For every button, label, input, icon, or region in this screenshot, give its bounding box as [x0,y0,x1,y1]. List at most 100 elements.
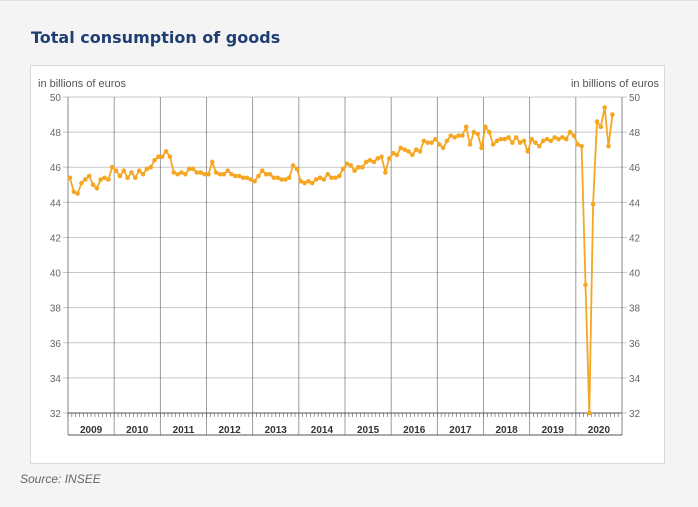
data-point [413,147,419,152]
data-point [244,175,250,181]
x-year-label: 2013 [265,425,288,436]
data-point [171,170,177,175]
y-tick-label-right: 46 [629,163,641,174]
data-point [602,105,607,110]
data-point [598,124,604,130]
data-point [206,171,211,177]
data-point [475,131,481,137]
data-point [263,171,269,177]
x-year-label: 2020 [588,425,611,436]
data-point [360,164,365,170]
data-point [240,175,246,181]
x-year-label: 2017 [449,425,472,436]
y-tick-label-left: 50 [50,93,62,104]
data-point [560,135,565,140]
data-point [563,136,569,142]
data-point [344,161,350,167]
x-year-label: 2016 [403,425,426,436]
data-point [579,143,584,149]
data-point [229,171,234,177]
data-point [290,163,296,168]
data-point [98,177,104,182]
data-point [490,142,496,147]
data-point [548,138,554,144]
data-point [298,178,304,184]
y-axis-label-right: in billions of euros [571,78,660,90]
data-point [536,143,542,149]
y-tick-label-left: 32 [50,409,62,420]
data-point [179,170,184,175]
data-point [313,177,319,182]
data-point [394,152,400,158]
data-point [440,145,446,151]
data-point [125,175,130,181]
data-point [348,163,354,168]
data-point [363,159,369,165]
data-point [521,138,527,144]
data-point [379,154,384,159]
y-tick-label-right: 38 [629,304,641,315]
x-year-label: 2012 [218,425,241,436]
data-point [333,175,338,181]
data-point [586,410,592,416]
data-point [452,135,457,140]
data-point [213,170,219,175]
data-point [175,171,180,177]
data-point [463,124,469,130]
data-point [525,149,531,154]
data-point [329,175,334,181]
data-point [386,156,392,161]
data-point [336,173,342,179]
data-point [483,124,488,130]
data-point [90,182,96,188]
data-point [590,201,596,207]
x-year-label: 2019 [542,425,565,436]
data-point [429,140,434,145]
y-tick-label-left: 34 [50,374,62,385]
data-point [513,135,519,140]
data-point [71,189,77,195]
data-point [571,133,577,138]
data-point [225,168,230,174]
data-point [167,154,173,159]
data-point [279,177,284,182]
y-tick-label-right: 34 [629,374,641,385]
y-tick-label-left: 42 [50,233,62,244]
data-point [406,149,411,154]
data-point [325,171,330,177]
data-point [102,175,107,181]
data-point [190,166,196,172]
y-tick-label-right: 44 [629,198,641,209]
data-point [575,142,581,147]
y-tick-label-right: 36 [629,339,641,350]
data-point [606,143,611,149]
x-year-label: 2009 [80,425,103,436]
data-point [209,159,215,165]
y-tick-label-right: 48 [629,128,641,139]
data-point [533,140,538,145]
data-point [79,180,84,186]
data-point [275,175,280,181]
data-point [471,129,477,135]
data-point [317,175,323,181]
data-point [113,168,119,174]
source-note: Source: INSEE [20,472,101,486]
data-point [183,171,188,177]
data-point [567,129,573,135]
data-point [156,154,161,159]
data-point [233,173,238,179]
data-point [267,171,273,177]
data-point [340,166,346,172]
data-point [248,177,254,182]
data-point [467,142,473,147]
data-point [383,170,388,175]
data-point [252,178,257,184]
data-point [94,185,100,191]
series-line [69,106,614,414]
data-point [456,133,461,138]
data-point [479,145,484,151]
data-point [148,164,154,170]
data-point [529,136,534,142]
data-point [198,170,204,175]
data-point [421,138,427,144]
